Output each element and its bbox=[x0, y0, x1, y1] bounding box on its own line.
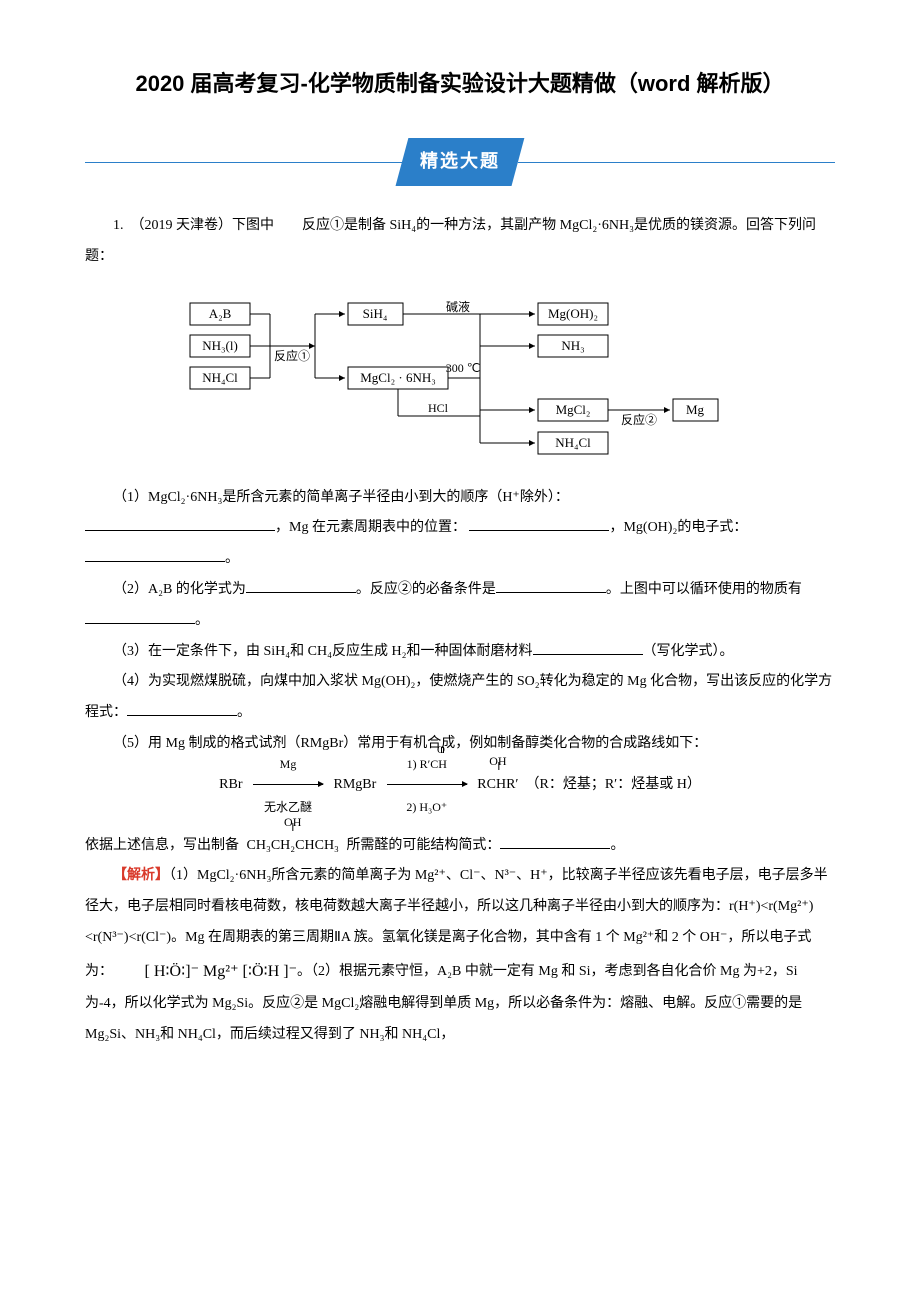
svg-text:反应①: 反应① bbox=[274, 348, 310, 363]
blank bbox=[85, 516, 275, 531]
blank bbox=[85, 609, 195, 624]
question-1-3: （3）在一定条件下，由 SiH₄和 CH₄反应生成 H₂和一种固体耐磨材料（写化… bbox=[85, 637, 835, 668]
section-banner: 精选大题 bbox=[85, 138, 835, 186]
question-1-5b: 依据上述信息，写出制备 OH CH₃CH₂CHCH₃ 所需醛的可能结构简式：。 bbox=[85, 831, 835, 862]
reagent-rbr: RBr bbox=[219, 777, 242, 792]
blank-row: 。 bbox=[85, 544, 835, 575]
svg-text:300 ℃: 300 ℃ bbox=[446, 361, 480, 375]
svg-text:NH₄Cl: NH₄Cl bbox=[202, 370, 238, 385]
flowchart: .bx{fill:#fff;stroke:#000;stroke-width:1… bbox=[85, 288, 835, 468]
svg-text:NH₄Cl: NH₄Cl bbox=[555, 435, 591, 450]
svg-text:Mg(OH)₂: Mg(OH)₂ bbox=[548, 306, 598, 321]
synthesis-path: RBr Mg 无水乙醚 RMgBr 1) R′CHO 2) H₃O⁺ OH RC… bbox=[85, 770, 835, 801]
target-compound: OH CH₃CH₂CHCH₃ bbox=[247, 831, 339, 862]
lewis-structure: [ H∶Ö∶]⁻ Mg²⁺ [∶Ö∶H ]⁻ bbox=[117, 954, 298, 989]
blank bbox=[496, 578, 606, 593]
blank bbox=[533, 640, 643, 655]
svg-text:HCl: HCl bbox=[428, 401, 449, 415]
svg-text:MgCl₂ · 6NH₃: MgCl₂ · 6NH₃ bbox=[360, 370, 436, 385]
svg-text:SiH₄: SiH₄ bbox=[363, 306, 388, 321]
question-1-2: （2）A₂B 的化学式为。反应②的必备条件是。上图中可以循环使用的物质有 bbox=[85, 575, 835, 606]
blank bbox=[500, 834, 610, 849]
blank bbox=[469, 516, 609, 531]
arrow-1: Mg 无水乙醚 bbox=[253, 784, 323, 785]
svg-text:NH₃: NH₃ bbox=[561, 338, 584, 353]
product-alcohol: OH RCHR′ bbox=[477, 770, 518, 801]
analysis-para: 【解析】（1）MgCl₂·6NH₃所含元素的简单离子为 Mg²⁺、Cl⁻、N³⁻… bbox=[85, 861, 835, 1050]
svg-text:MgCl₂: MgCl₂ bbox=[556, 402, 591, 417]
svg-text:碱液: 碱液 bbox=[446, 299, 470, 314]
svg-text:Mg: Mg bbox=[686, 402, 705, 417]
question-1-1: （1）MgCl₂·6NH₃是所含元素的简单离子半径由小到大的顺序（H⁺除外）： bbox=[85, 483, 835, 514]
svg-text:A₂B: A₂B bbox=[209, 306, 232, 321]
banner-badge: 精选大题 bbox=[396, 138, 525, 186]
svg-text:NH₃(l): NH₃(l) bbox=[202, 338, 238, 353]
blank bbox=[246, 578, 356, 593]
svg-text:反应②: 反应② bbox=[621, 412, 657, 427]
question-1-intro: 1. （2019 天津卷）下图中 反应①是制备 SiH₄的一种方法，其副产物 M… bbox=[85, 211, 835, 273]
question-1-4: （4）为实现燃煤脱硫，向煤中加入浆状 Mg(OH)₂，使燃烧产生的 SO₂转化为… bbox=[85, 667, 835, 729]
question-1-1-blanks: ，Mg 在元素周期表中的位置： ，Mg(OH)₂的电子式： bbox=[85, 513, 835, 544]
banner-rule-left bbox=[85, 162, 402, 163]
reaction-note: （R：烃基；R′：烃基或 H） bbox=[525, 777, 700, 792]
reagent-rmgbr: RMgBr bbox=[334, 777, 377, 792]
blank bbox=[85, 547, 225, 562]
analysis-tag: 【解析】 bbox=[113, 868, 169, 883]
page-title: 2020 届高考复习-化学物质制备实验设计大题精做（word 解析版） bbox=[85, 60, 835, 108]
banner-rule-right bbox=[518, 162, 835, 163]
arrow-2: 1) R′CHO 2) H₃O⁺ bbox=[387, 784, 467, 785]
question-1-2-tail: 。 bbox=[85, 606, 835, 637]
blank bbox=[127, 701, 237, 716]
